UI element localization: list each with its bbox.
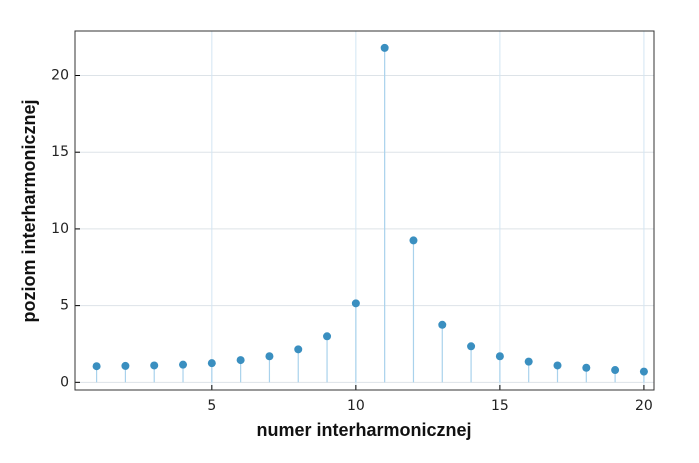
x-tick-label: 20 (635, 398, 653, 414)
marker (582, 363, 591, 372)
marker (438, 320, 447, 329)
marker (294, 345, 303, 354)
marker (524, 357, 533, 366)
marker (121, 361, 130, 370)
marker (236, 356, 245, 365)
y-tick-label: 0 (60, 374, 69, 390)
marker (179, 360, 188, 369)
x-tick-label: 15 (491, 398, 509, 414)
marker (207, 359, 216, 368)
marker (323, 332, 332, 341)
x-tick-label: 10 (347, 398, 365, 414)
marker (409, 236, 418, 245)
marker (150, 361, 159, 370)
marker (495, 352, 504, 361)
x-tick-label: 5 (207, 398, 216, 414)
marker (351, 299, 360, 308)
marker (639, 367, 648, 376)
marker (265, 352, 274, 361)
marker (611, 366, 620, 375)
marker (380, 43, 389, 52)
marker (553, 361, 562, 370)
y-axis-label: poziom interharmonicznej (19, 99, 39, 322)
y-tick-label: 20 (51, 67, 69, 83)
y-tick-label: 10 (51, 221, 69, 237)
marker (92, 362, 101, 371)
y-tick-label: 15 (51, 144, 69, 160)
y-tick-label: 5 (60, 298, 69, 314)
x-axis-label: numer interharmonicznej (256, 420, 471, 440)
plot-frame (74, 30, 655, 391)
marker (467, 342, 476, 351)
